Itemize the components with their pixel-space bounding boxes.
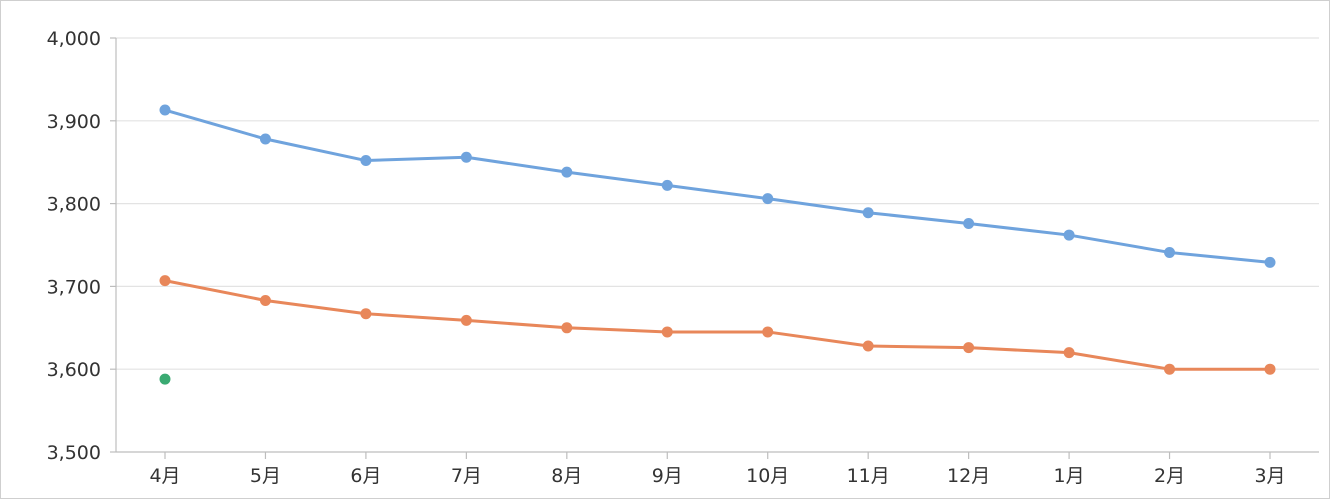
data-point: [561, 166, 573, 178]
y-tick-label: 3,900: [47, 111, 101, 133]
data-point: [1063, 229, 1075, 241]
data-point: [159, 104, 171, 116]
data-point: [259, 294, 271, 306]
y-tick-label: 3,700: [47, 276, 101, 298]
x-tick-label: 3月: [1254, 465, 1285, 487]
data-point: [762, 326, 774, 338]
data-point: [1063, 347, 1075, 359]
data-point: [862, 207, 874, 219]
x-tick-label: 9月: [652, 465, 683, 487]
series-2: [159, 275, 1276, 375]
data-point: [460, 151, 472, 163]
y-tick-label: 4,000: [47, 28, 101, 50]
series-line: [163, 108, 1272, 264]
data-point: [661, 179, 673, 191]
x-tick-label: 7月: [451, 465, 482, 487]
data-point: [862, 340, 874, 352]
x-tick-label: 8月: [551, 465, 582, 487]
tick-labels: 3,500 3,600 3,700 3,800 3,900 4,000 4月 5月 6月 7月 8月…: [47, 28, 1286, 487]
gridlines: [116, 37, 1319, 370]
data-point: [1164, 246, 1176, 258]
data-point: [259, 133, 271, 145]
y-tick-label: 3,600: [47, 359, 101, 381]
x-tick-label: 2月: [1154, 465, 1185, 487]
series-3: [159, 373, 171, 385]
data-point: [360, 155, 372, 167]
x-tick-label: 5月: [250, 465, 281, 487]
axes: [110, 37, 1319, 459]
data-point: [762, 193, 774, 205]
data-point: [963, 342, 975, 354]
data-point: [561, 322, 573, 334]
data-point: [159, 275, 171, 287]
data-point: [1164, 363, 1176, 375]
series-1: [159, 104, 1276, 268]
x-tick-label: 11月: [847, 465, 890, 487]
x-tick-label: 6月: [350, 465, 381, 487]
series: [159, 104, 1276, 385]
data-point: [159, 373, 171, 385]
y-tick-label: 3,800: [47, 194, 101, 216]
data-point: [661, 326, 673, 338]
x-tick-label: 4月: [149, 465, 180, 487]
data-point: [1264, 256, 1276, 268]
data-point: [460, 314, 472, 326]
x-tick-label: 12月: [947, 465, 990, 487]
x-tick-label: 1月: [1054, 465, 1085, 487]
y-tick-label: 3,500: [47, 442, 101, 464]
series-line: [163, 279, 1272, 371]
data-point: [963, 217, 975, 229]
x-tick-label: 10月: [746, 465, 789, 487]
data-point: [360, 308, 372, 320]
data-point: [1264, 363, 1276, 375]
